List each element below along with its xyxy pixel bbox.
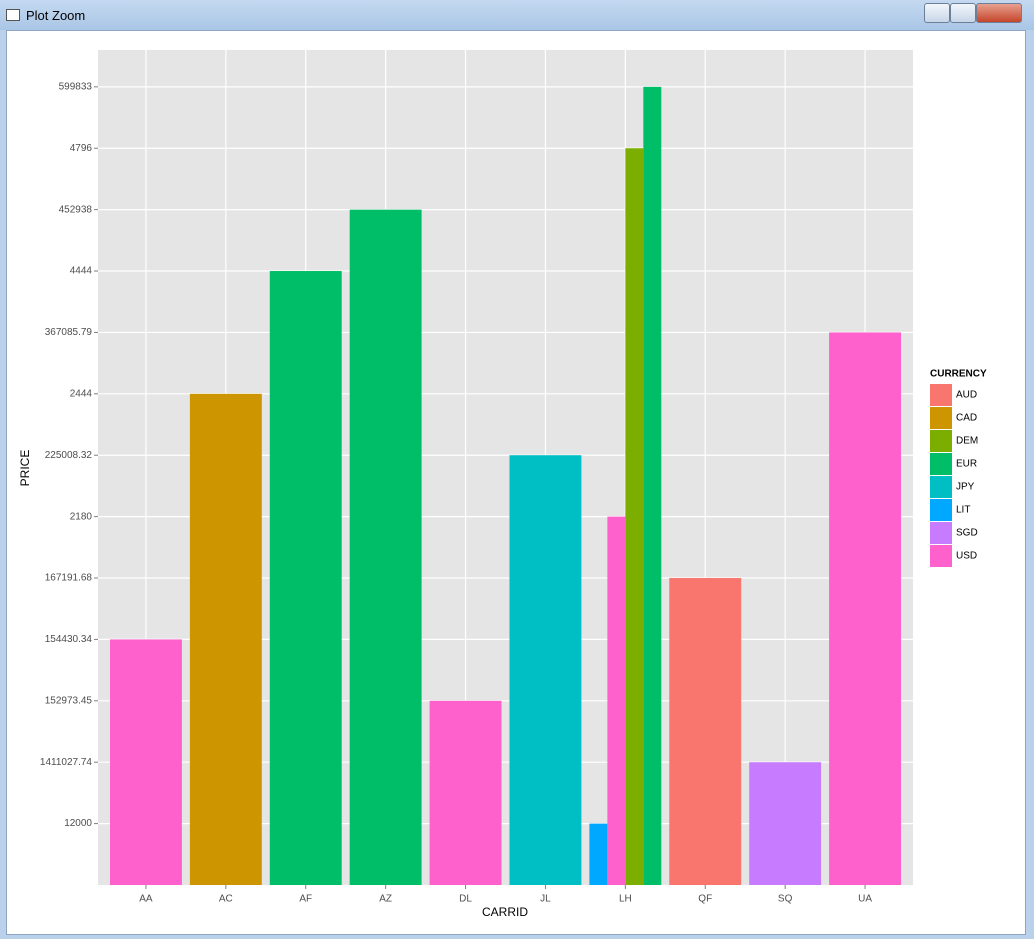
legend-title: CURRENCY [930, 369, 987, 380]
legend-key [930, 384, 952, 406]
y-tick-label: 4796 [70, 143, 93, 154]
bar [189, 393, 262, 885]
x-tick-label: JL [540, 894, 551, 905]
legend-key [930, 476, 952, 498]
bar [109, 639, 182, 885]
x-tick-label: UA [858, 894, 872, 905]
x-tick-label: LH [619, 894, 632, 905]
bar [749, 762, 822, 885]
y-tick-label: 12000 [64, 818, 92, 829]
title-bar: Plot Zoom [0, 0, 1034, 30]
x-axis-title: CARRID [482, 905, 528, 919]
maximize-button[interactable] [950, 3, 976, 23]
y-tick-label: 2444 [70, 388, 93, 399]
y-tick-label: 367085.79 [45, 327, 93, 338]
legend-key [930, 522, 952, 544]
legend-label: CAD [956, 413, 977, 424]
legend-key [930, 545, 952, 567]
legend-label: DEM [956, 436, 978, 447]
legend-label: JPY [956, 482, 975, 493]
window-icon [6, 9, 20, 21]
x-tick-label: QF [698, 894, 712, 905]
close-button[interactable] [976, 3, 1022, 23]
x-tick-label: DL [459, 894, 472, 905]
x-tick-label: AF [299, 894, 312, 905]
bar [349, 209, 422, 886]
bar [429, 700, 502, 885]
x-tick-label: SQ [778, 894, 793, 905]
y-tick-label: 599833 [59, 81, 93, 92]
y-tick-label: 152973.45 [45, 695, 93, 706]
bar [589, 823, 608, 885]
y-tick-label: 4444 [70, 266, 93, 277]
x-tick-label: AZ [379, 894, 392, 905]
bar [643, 86, 662, 885]
legend-label: AUD [956, 390, 977, 401]
legend-key [930, 407, 952, 429]
legend-label: USD [956, 551, 977, 562]
y-axis-title: PRICE [18, 450, 32, 487]
minimize-button[interactable] [924, 3, 950, 23]
bar [625, 148, 644, 885]
legend-key [930, 499, 952, 521]
legend-key [930, 430, 952, 452]
bar [269, 271, 342, 885]
x-tick-label: AC [219, 894, 233, 905]
legend-label: EUR [956, 459, 977, 470]
bar [607, 516, 626, 885]
bar [509, 455, 582, 885]
y-tick-label: 154430.34 [45, 634, 93, 645]
y-tick-label: 167191.68 [45, 573, 93, 584]
legend-label: LIT [956, 505, 970, 516]
x-tick-label: AA [139, 894, 153, 905]
y-tick-label: 1411027.74 [40, 757, 93, 768]
legend-key [930, 453, 952, 475]
window-title: Plot Zoom [26, 8, 86, 23]
y-tick-label: 452938 [59, 204, 93, 215]
legend-label: SGD [956, 528, 978, 539]
bar [669, 578, 742, 885]
y-tick-label: 225008.32 [45, 450, 93, 461]
y-tick-label: 2180 [70, 511, 93, 522]
bar [829, 332, 902, 885]
